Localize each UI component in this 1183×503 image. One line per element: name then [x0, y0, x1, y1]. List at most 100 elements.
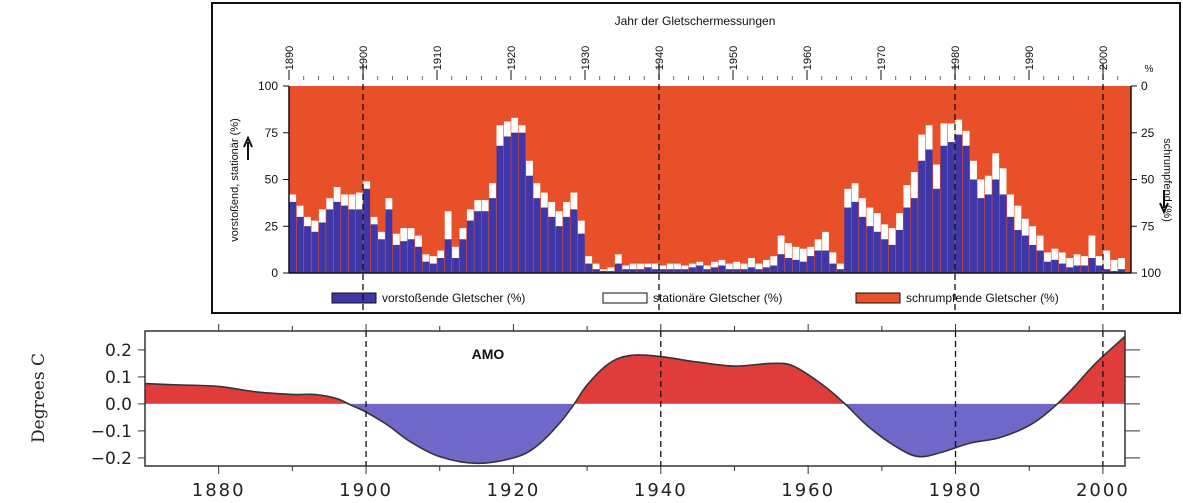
glacier-left-tick-label: 75 [265, 126, 279, 140]
bar-advancing [304, 226, 311, 273]
bar-stationary [866, 207, 874, 227]
bar-stationary [696, 261, 704, 266]
bar-stationary [1044, 252, 1051, 262]
bar-advancing [511, 132, 519, 273]
bar-advancing [363, 188, 371, 273]
glacier-x-tick-label: 2000 [1098, 46, 1110, 70]
bar-stationary [311, 220, 319, 232]
amo-x-tick-label: 1960 [781, 480, 835, 501]
bar-advancing [733, 269, 741, 273]
amo-x-tick-label: 2000 [1076, 480, 1130, 501]
bar-stationary [859, 198, 866, 217]
bar-advancing [415, 246, 422, 273]
glacier-left-tick-label: 50 [265, 173, 279, 187]
amo-y-tick-label: 0.2 [105, 341, 132, 361]
bar-stationary [762, 259, 770, 268]
bar-stationary [363, 181, 371, 189]
bar-advancing [348, 209, 356, 273]
bar-stationary [341, 194, 348, 206]
amo-x-tick-label: 1880 [192, 480, 246, 501]
amo-y-tick-label: 0.0 [105, 395, 132, 415]
bar-advancing [651, 269, 659, 273]
bar-advancing [326, 209, 334, 273]
bar-advancing [1051, 259, 1059, 273]
bar-stationary [555, 211, 563, 227]
bar-stationary [1036, 235, 1044, 251]
bar-advancing [644, 267, 652, 273]
amo-curve [144, 335, 1126, 465]
bar-advancing [888, 244, 896, 273]
bar-stationary [1051, 248, 1059, 260]
bar-advancing [770, 265, 778, 273]
bar-stationary [918, 134, 926, 161]
bar-stationary [429, 256, 437, 264]
bar-advancing [785, 258, 792, 273]
bar-advancing [718, 265, 726, 273]
amo-negative-area [145, 403, 1125, 464]
bar-stationary [503, 121, 511, 137]
bar-advancing [851, 201, 859, 273]
bar-advancing [526, 175, 533, 273]
bar-advancing [836, 269, 844, 273]
bar-stationary [496, 125, 504, 146]
amo-positive-area [145, 336, 1125, 404]
bar-advancing [799, 261, 807, 273]
bar-stationary [466, 209, 474, 221]
bar-stationary [1088, 235, 1096, 259]
bar-stationary [999, 168, 1007, 195]
bar-stationary [489, 183, 496, 199]
bar-stationary [289, 194, 297, 202]
bar-stationary [910, 172, 918, 199]
bar-stationary [474, 200, 482, 212]
bar-advancing [859, 216, 866, 273]
amo-plot-frame [144, 330, 1126, 467]
bar-advancing [1044, 261, 1051, 273]
bar-advancing [933, 188, 940, 273]
glacier-x-tick-label: 1960 [802, 46, 814, 70]
glacier-x-ticks: 1890 1900 1910 1920 1930 1940 1950 1960 1970 1980… [284, 46, 1119, 80]
bar-advancing [607, 271, 615, 273]
glacier-right-tick-label: 100 [1141, 266, 1161, 280]
bar-advancing [563, 216, 570, 273]
bar-advancing [903, 207, 911, 273]
bar-advancing [289, 201, 297, 273]
bar-stationary [570, 192, 578, 210]
amo-title: AMO [472, 346, 505, 362]
glacier-x-tick-label: 1950 [728, 46, 740, 70]
amo-x-tick-label: 1900 [339, 480, 393, 501]
glacier-left-tick-label: 0 [271, 266, 278, 280]
bar-stationary [481, 200, 489, 212]
bar-advancing [1058, 263, 1066, 273]
bar-stationary [792, 246, 800, 260]
bar-stationary [1021, 218, 1029, 236]
bar-stationary [318, 209, 326, 223]
bar-stationary [548, 201, 556, 217]
legend-label-shrinking: schrumpfende Gletscher (%) [906, 291, 1059, 305]
bar-advancing [1014, 229, 1022, 273]
bar-stationary [940, 123, 948, 146]
bar-stationary [333, 186, 341, 202]
bar-stationary [644, 263, 652, 268]
bar-advancing [844, 207, 852, 273]
bar-stationary [378, 231, 385, 240]
bar-advancing [984, 194, 992, 273]
bar-advancing [296, 216, 304, 273]
bar-advancing [533, 198, 541, 273]
bar-advancing [896, 229, 903, 273]
bar-advancing [666, 269, 674, 273]
bar-advancing [674, 269, 681, 273]
bar-stationary [1066, 258, 1074, 268]
bar-advancing [570, 209, 578, 273]
bar-stationary [814, 239, 822, 251]
bar-advancing [1021, 235, 1029, 273]
amo-x-tick-label: 1940 [634, 480, 688, 501]
bar-advancing [696, 265, 704, 273]
bar-advancing [688, 267, 696, 273]
bar-advancing [489, 198, 496, 273]
bar-stationary [1014, 205, 1022, 230]
glacier-x-tick-label: 1970 [876, 46, 888, 70]
amo-fill [144, 335, 1126, 465]
bar-stationary [836, 263, 844, 270]
bar-stationary [829, 252, 837, 264]
bar-stationary [1029, 226, 1037, 245]
